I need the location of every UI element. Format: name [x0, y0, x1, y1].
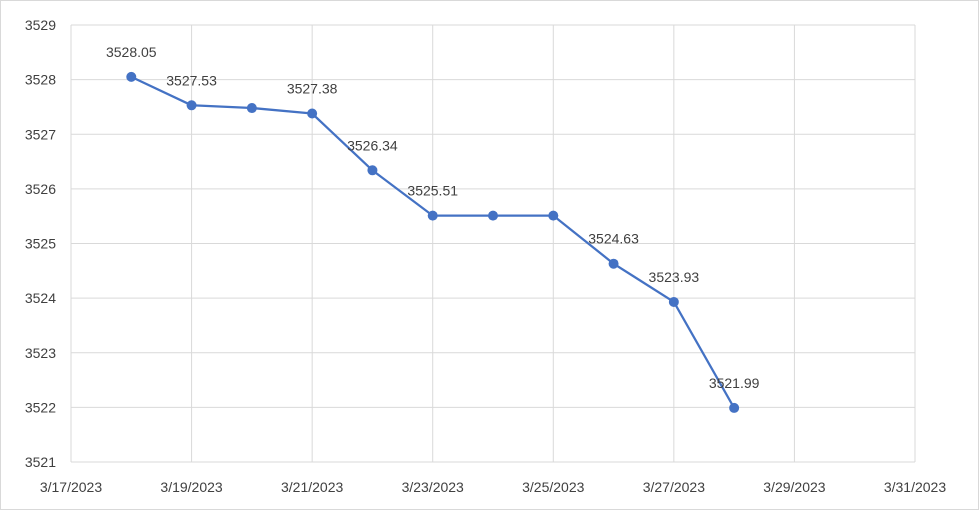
data-label: 3524.63 [588, 231, 639, 247]
y-tick-label: 3528 [25, 72, 56, 88]
x-tick-label: 3/27/2023 [643, 479, 705, 495]
data-point [427, 210, 438, 221]
y-tick-label: 3526 [25, 181, 56, 197]
data-labels: 3528.05 3527.53 3527.38 3526.34 3525.51 3524.… [106, 44, 760, 391]
x-tick-label: 3/31/2023 [884, 479, 946, 495]
x-axis-tick-labels: 3/17/2023 3/19/2023 3/21/2023 3/23/2023 3/25… [40, 479, 946, 495]
data-point [608, 258, 619, 269]
data-label: 3527.53 [166, 72, 217, 88]
y-tick-label: 3522 [25, 399, 56, 415]
data-point [186, 100, 197, 111]
data-point [548, 210, 559, 221]
data-label: 3525.51 [407, 183, 458, 199]
x-tick-label: 3/23/2023 [402, 479, 464, 495]
data-label: 3527.38 [287, 80, 338, 96]
y-tick-label: 3524 [25, 290, 56, 306]
data-label: 3526.34 [347, 137, 398, 153]
x-tick-label: 3/25/2023 [522, 479, 584, 495]
data-point [668, 296, 679, 307]
y-tick-label: 3525 [25, 236, 56, 252]
y-tick-label: 3521 [25, 454, 56, 470]
y-tick-label: 3523 [25, 345, 56, 361]
x-tick-label: 3/17/2023 [40, 479, 102, 495]
data-point [367, 165, 378, 176]
data-label: 3523.93 [649, 269, 700, 285]
y-tick-label: 3529 [25, 17, 56, 33]
data-points [126, 71, 740, 413]
data-point [307, 108, 318, 119]
data-point [126, 71, 137, 82]
x-tick-label: 3/21/2023 [281, 479, 343, 495]
gridlines [70, 24, 916, 463]
y-tick-label: 3527 [25, 126, 56, 142]
data-point [488, 210, 498, 221]
x-tick-label: 3/29/2023 [763, 479, 825, 495]
data-label: 3528.05 [106, 44, 157, 60]
y-axis-tick-labels: 3521 3522 3523 3524 3525 3526 3527 3528 3529 [25, 17, 56, 470]
x-tick-label: 3/19/2023 [160, 479, 222, 495]
data-point [729, 402, 740, 413]
data-point [246, 103, 257, 114]
data-label: 3521.99 [709, 375, 760, 391]
